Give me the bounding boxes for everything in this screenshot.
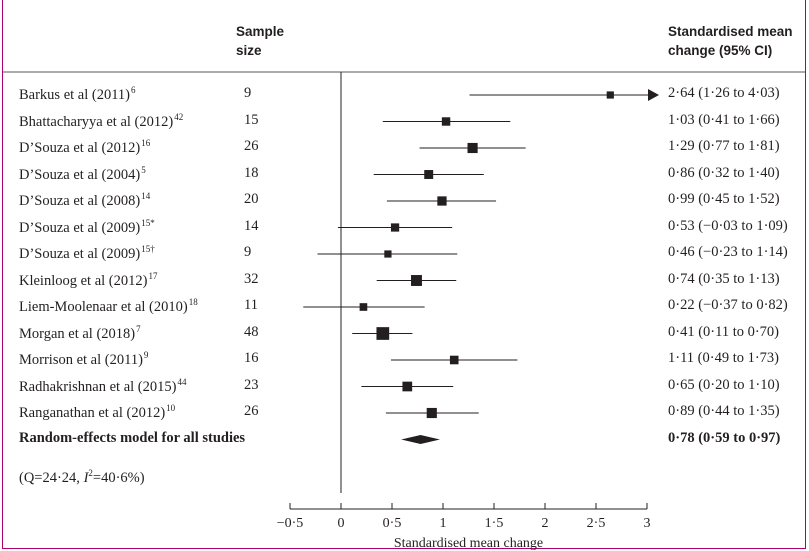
effect-estimate-text: 0·99 (0·45 to 1·52) xyxy=(668,191,780,207)
effect-estimate-text: 0·89 (0·44 to 1·35) xyxy=(668,403,780,419)
study-reference: 7 xyxy=(136,323,141,334)
sample-size: 23 xyxy=(244,376,259,393)
sample-size: 15 xyxy=(244,111,259,128)
study-label: Liem-Moolenaar et al (2010)18 xyxy=(19,297,198,316)
study-label: D’Souza et al (2009)15† xyxy=(19,244,155,263)
effect-estimate-text: 2·64 (1·26 to 4·03) xyxy=(668,85,780,101)
study-label: Bhattacharyya et al (2012)42 xyxy=(19,112,183,131)
effect-estimate-text: 1·29 (0·77 to 1·81) xyxy=(668,138,780,154)
sample-size: 32 xyxy=(244,270,259,287)
sample-size-header: Sample size xyxy=(236,24,285,58)
study-reference: 18 xyxy=(188,297,198,307)
study-name: Barkus et al (2011) xyxy=(19,87,131,103)
effect-header: Standardised mean change (95% CI) xyxy=(668,24,793,58)
study-reference: 9 xyxy=(143,350,149,360)
summary-estimate-text: 0·78 (0·59 to 0·97) xyxy=(668,429,781,446)
sample-size: 9 xyxy=(244,244,252,260)
study-reference: 42 xyxy=(174,111,184,122)
study-name: D’Souza et al (2012) xyxy=(19,140,141,156)
sample-size: 9 xyxy=(244,85,252,101)
study-label: D’Souza et al (2004)5 xyxy=(19,165,146,184)
effect-estimate-text: 0·74 (0·35 to 1·13) xyxy=(668,270,780,287)
study-label: Ranganathan et al (2012)10 xyxy=(19,403,175,422)
study-label: D’Souza et al (2012)16 xyxy=(19,138,150,157)
effect-estimate-text: 1·03 (0·41 to 1·66) xyxy=(668,111,780,128)
study-label: Barkus et al (2011)6 xyxy=(19,85,136,104)
sample-size: 48 xyxy=(244,323,259,340)
sample-size: 14 xyxy=(244,217,259,234)
study-label: Radhakrishnan et al (2015)44 xyxy=(19,377,186,396)
study-name: Liem-Moolenaar et al (2010) xyxy=(19,299,188,315)
effect-estimate-text: 0·41 (0·11 to 0·70) xyxy=(668,323,780,340)
study-reference: 10 xyxy=(166,403,176,413)
study-label: Morgan et al (2018)7 xyxy=(19,324,141,343)
study-reference: 6 xyxy=(131,85,136,95)
effect-estimate-text: 0·22 (−0·37 to 0·82) xyxy=(668,297,788,313)
study-name: D’Souza et al (2009) xyxy=(19,219,141,236)
study-reference: 5 xyxy=(141,164,146,175)
study-name: D’Souza et al (2004) xyxy=(19,166,141,183)
study-name: D’Souza et al (2009) xyxy=(19,246,141,262)
summary-label: Random-effects model for all studies xyxy=(19,429,246,446)
effect-estimate-text: 1·11 (0·49 to 1·73) xyxy=(668,350,780,366)
study-label: Kleinloog et al (2012)17 xyxy=(19,271,157,290)
sample-size: 18 xyxy=(244,164,259,181)
study-reference: 16 xyxy=(141,138,151,148)
study-reference: 15* xyxy=(141,217,155,228)
effect-estimate-text: 0·46 (−0·23 to 1·14) xyxy=(668,244,788,260)
study-name: Kleinloog et al (2012) xyxy=(19,272,148,289)
study-name: Bhattacharyya et al (2012) xyxy=(19,113,174,130)
heterogeneity-note: (Q=24·24, I2=40·6%) xyxy=(19,468,145,486)
sample-size: 16 xyxy=(244,350,259,366)
study-name: Ranganathan et al (2012) xyxy=(19,405,166,421)
study-name: Radhakrishnan et al (2015) xyxy=(19,378,177,395)
sample-size: 11 xyxy=(244,297,258,313)
sample-size: 26 xyxy=(244,138,259,154)
study-name: D’Souza et al (2008) xyxy=(19,193,141,209)
effect-estimate-text: 0·65 (0·20 to 1·10) xyxy=(668,376,780,393)
sample-size: 20 xyxy=(244,191,259,207)
study-reference: 17 xyxy=(148,270,158,281)
sample-size: 26 xyxy=(244,403,259,419)
study-reference: 44 xyxy=(177,376,187,387)
study-label: Morrison et al (2011)9 xyxy=(19,350,148,369)
study-label: D’Souza et al (2008)14 xyxy=(19,191,150,210)
study-reference: 15† xyxy=(141,244,155,254)
study-label: D’Souza et al (2009)15* xyxy=(19,218,155,237)
study-name: Morgan et al (2018) xyxy=(19,325,136,342)
study-name: Morrison et al (2011) xyxy=(19,352,143,368)
effect-estimate-text: 0·53 (−0·03 to 1·09) xyxy=(668,217,788,234)
study-reference: 14 xyxy=(141,191,151,201)
effect-estimate-text: 0·86 (0·32 to 1·40) xyxy=(668,164,780,181)
